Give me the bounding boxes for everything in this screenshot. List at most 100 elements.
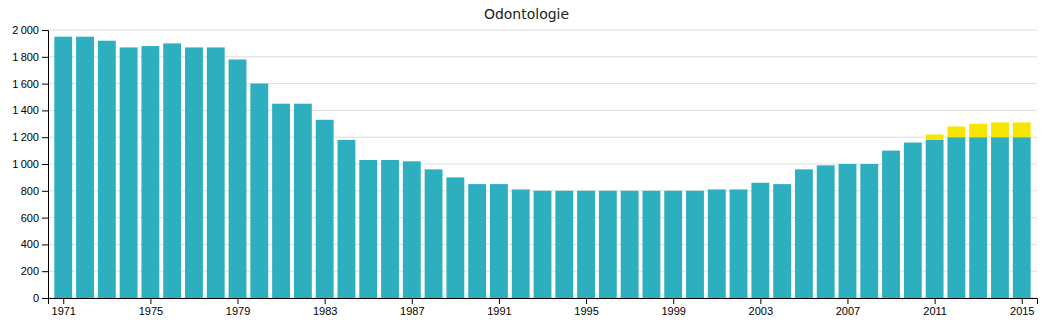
y-tick: 1 000 (12, 158, 48, 170)
bar (730, 189, 748, 298)
x-tick: 1987 (400, 298, 424, 317)
bar (991, 122, 1009, 137)
x-tick-mark (847, 298, 848, 304)
x-tick-label: 1975 (139, 305, 163, 317)
bar (904, 142, 922, 143)
bar (446, 177, 464, 178)
bar (338, 139, 356, 140)
chart: Odontologie19711975197919831987199119951… (0, 0, 1053, 324)
y-tick: 200 (21, 265, 48, 277)
bar (446, 177, 464, 298)
bar (403, 161, 421, 298)
series (926, 122, 1031, 139)
y-tick: 600 (21, 212, 48, 224)
bar (185, 47, 203, 48)
bar (664, 191, 682, 298)
bar (860, 164, 878, 165)
x-tick: 2007 (836, 298, 860, 317)
y-tick: 1 800 (12, 51, 48, 63)
x-tick-mark (1022, 298, 1023, 304)
x-tick-label: 1979 (226, 305, 250, 317)
bar (795, 169, 813, 298)
x-tick-label: 1999 (661, 305, 685, 317)
bar (98, 40, 116, 41)
bar (54, 36, 72, 37)
x-tick-mark (325, 298, 326, 304)
bar (1013, 137, 1031, 298)
bar (621, 190, 639, 191)
x-tick-mark (673, 298, 674, 304)
x-tick-mark (150, 298, 151, 304)
bar (686, 191, 704, 298)
x-tick-label: 2011 (923, 305, 947, 317)
bar (534, 191, 552, 298)
y-tick-mark (42, 191, 48, 192)
y-tick: 800 (21, 185, 48, 197)
bar (555, 191, 573, 298)
bar (708, 189, 726, 298)
title: Odontologie (484, 6, 569, 22)
y-tick-label: 400 (21, 238, 39, 250)
bar (926, 140, 944, 298)
plot: 1971197519791983198719911995199920032007… (12, 24, 1037, 317)
bar (926, 135, 944, 140)
x-tick-mark (499, 298, 500, 304)
bar (947, 137, 965, 298)
x-tick-label: 1991 (487, 305, 511, 317)
bar (185, 47, 203, 298)
y-tick: 400 (21, 238, 48, 250)
x-tick-mark (238, 298, 239, 304)
y-tick: 1 200 (12, 131, 48, 143)
x-tick: 1999 (661, 298, 685, 317)
bar (599, 190, 617, 191)
bar (664, 190, 682, 191)
bar (338, 140, 356, 298)
y-tick-label: 2 000 (12, 24, 39, 36)
y-tick-label: 1 800 (12, 51, 39, 63)
bar (76, 37, 94, 298)
bar (425, 169, 443, 298)
bar (882, 150, 900, 151)
y-tick-mark (42, 271, 48, 272)
bar (904, 143, 922, 298)
bar (359, 160, 377, 298)
bar (795, 169, 813, 170)
y-tick-mark (42, 84, 48, 85)
grid-line (48, 30, 1037, 31)
bar (969, 124, 987, 137)
bar (817, 165, 835, 298)
x-tick-label: 1983 (313, 305, 337, 317)
x-tick-label: 1995 (574, 305, 598, 317)
bar (163, 43, 181, 298)
bars (54, 37, 1030, 298)
y-axis: 0 200 400 600 800 1 000 1 200 1 400 1 600 1 800 2 … (12, 24, 48, 304)
x-tick-label: 2003 (749, 305, 773, 317)
y-tick-label: 1 400 (12, 104, 39, 116)
y-tick: 1 600 (12, 78, 48, 90)
bar (555, 190, 573, 191)
bar (751, 183, 769, 298)
bar (76, 36, 94, 37)
x-tick-label: 2015 (1010, 305, 1034, 317)
y-tick: 1 400 (12, 104, 48, 116)
bar (534, 190, 552, 191)
bar (359, 159, 377, 160)
x-tick: 2003 (749, 298, 773, 317)
bar (730, 189, 748, 190)
x-tick: 1995 (574, 298, 598, 317)
bar (599, 191, 617, 298)
bar (250, 83, 268, 84)
bar (381, 160, 399, 298)
y-tick: 0 (33, 292, 48, 304)
y-axis-line (42, 31, 49, 299)
bar (991, 137, 1009, 298)
bar (425, 169, 443, 170)
bar (512, 189, 530, 190)
y-tick-mark (42, 164, 48, 165)
bar (817, 165, 835, 166)
grid (48, 30, 1037, 298)
bar (708, 189, 726, 190)
y-tick-label: 0 (33, 292, 39, 304)
bar (250, 84, 268, 298)
x-tick-label: 2007 (836, 305, 860, 317)
